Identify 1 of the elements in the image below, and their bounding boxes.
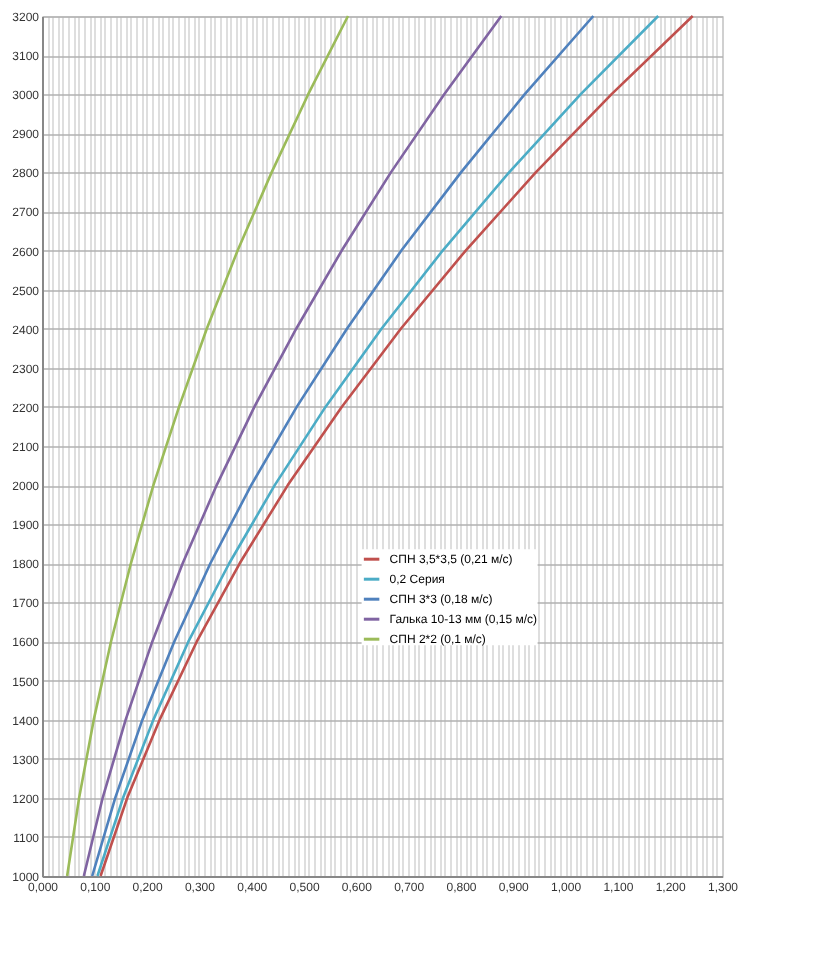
line-series — [65, 14, 350, 878]
